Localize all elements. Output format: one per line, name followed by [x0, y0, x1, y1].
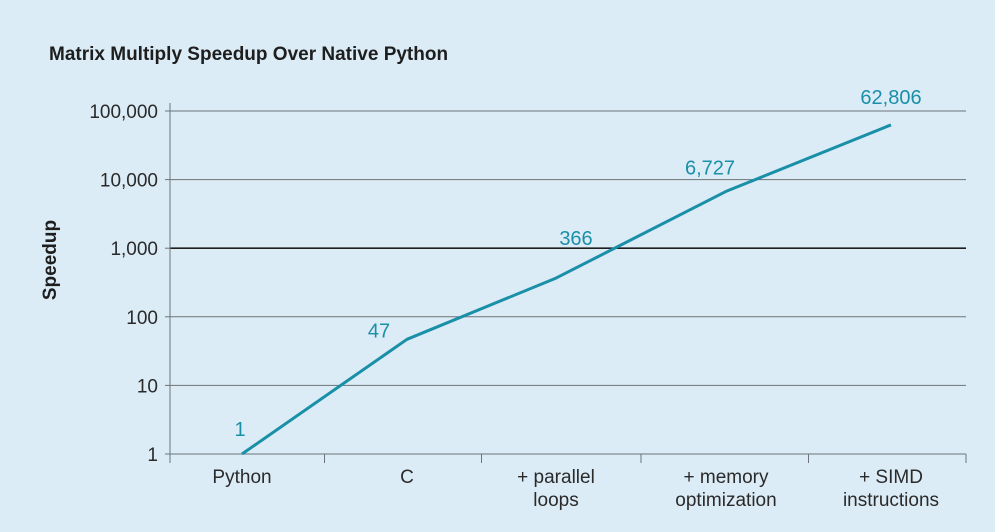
x-category-label-line: loops [533, 490, 578, 511]
data-label: 47 [368, 320, 390, 342]
x-category-label-line: C [400, 467, 414, 488]
y-tick-label: 100 [126, 308, 158, 329]
x-category-label: Python [212, 467, 271, 488]
x-category-label-line: optimization [675, 490, 776, 511]
y-tick-label: 1,000 [110, 239, 158, 260]
data-label: 366 [559, 228, 592, 250]
x-category-label-line: instructions [843, 490, 939, 511]
x-category-label-line: Python [212, 467, 271, 488]
x-category-label-line: + parallel [517, 467, 595, 488]
x-category-label: + parallel loops [517, 467, 595, 511]
y-tick-label: 10,000 [100, 171, 158, 192]
x-category-label-line: + SIMD [859, 467, 923, 488]
chart-title: Matrix Multiply Speedup Over Native Pyth… [49, 44, 449, 65]
data-label: 1 [234, 419, 245, 441]
x-category-label-line: + memory [684, 467, 769, 488]
x-category-label: + memory optimization [675, 467, 776, 511]
x-category-label: C [400, 467, 414, 488]
y-tick-label: 10 [137, 376, 158, 397]
data-label: 62,806 [860, 87, 921, 109]
data-label: 6,727 [685, 157, 735, 179]
y-axis-label: Speedup [40, 220, 61, 300]
speedup-series-line [241, 123, 892, 456]
y-tick-label: 1 [147, 445, 158, 466]
y-tick-label: 100,000 [89, 102, 158, 123]
x-category-label: + SIMD instructions [843, 467, 939, 511]
